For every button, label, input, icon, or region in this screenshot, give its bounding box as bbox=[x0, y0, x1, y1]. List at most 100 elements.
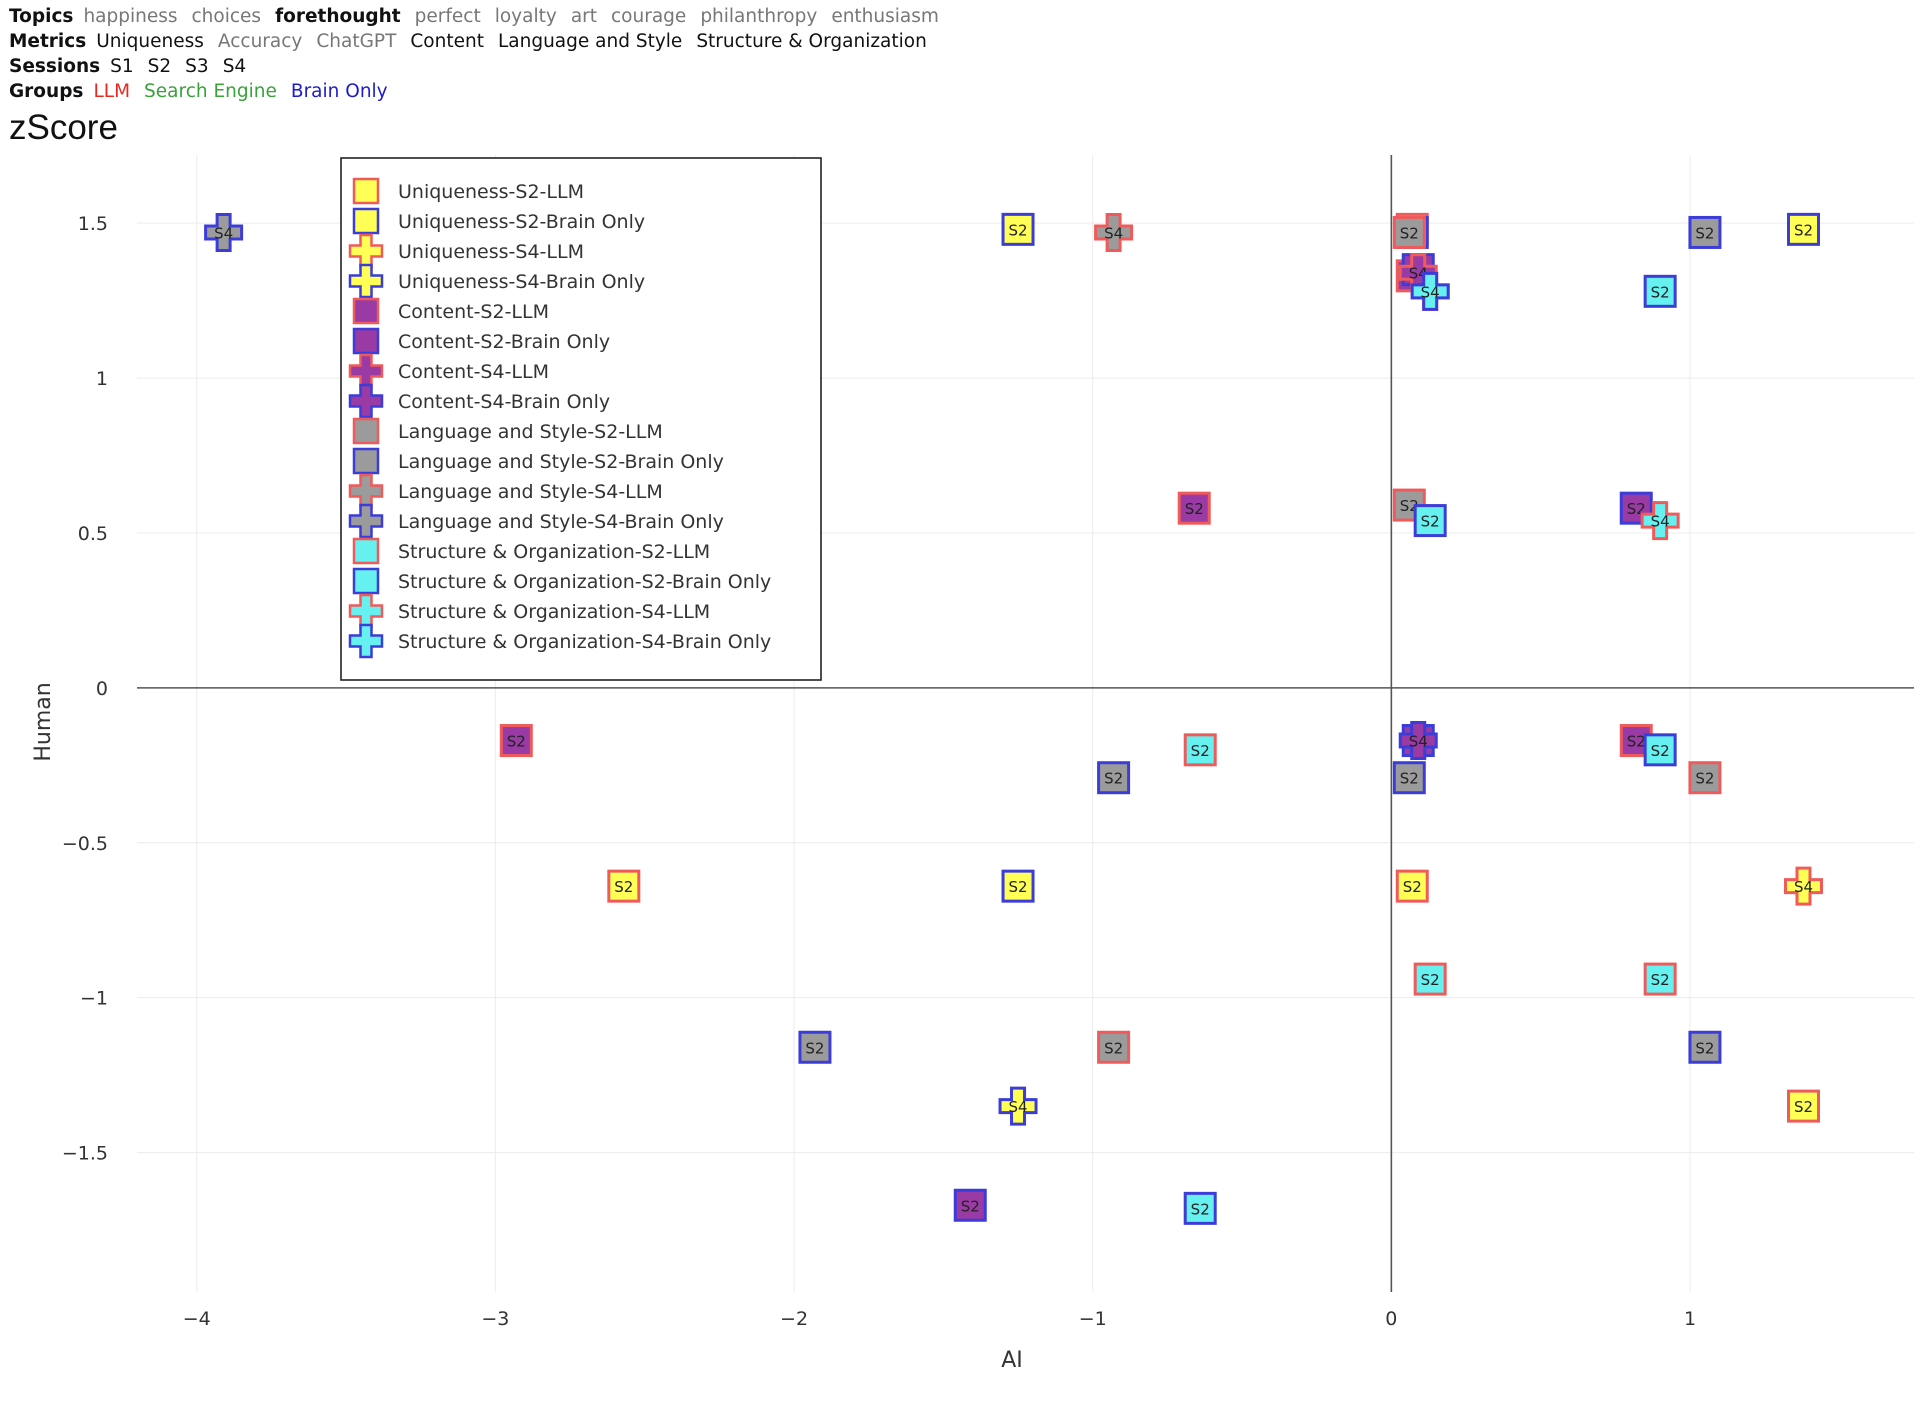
point-label: S2 bbox=[805, 1039, 824, 1057]
point-language-and-style-s2-brain-only-3[interactable] bbox=[1688, 215, 1722, 249]
legend: Uniqueness-S2-LLM Uniqueness-S2-Brain Onl… bbox=[340, 157, 822, 681]
filter-topics-perfect[interactable]: perfect bbox=[414, 6, 481, 27]
point-label: S4 bbox=[1104, 224, 1123, 242]
filter-metrics-accuracy[interactable]: Accuracy bbox=[217, 31, 303, 52]
filter-topics-forethought[interactable]: forethought bbox=[275, 6, 401, 27]
x-tick-label: −4 bbox=[183, 1308, 211, 1330]
point-label: S4 bbox=[1008, 1098, 1027, 1116]
point-label: S2 bbox=[1008, 878, 1027, 896]
filter-metrics-chatgpt[interactable]: ChatGPT bbox=[316, 31, 397, 52]
filter-topics-choices[interactable]: choices bbox=[191, 6, 262, 27]
legend-item[interactable]: Content-S2-LLM bbox=[352, 297, 549, 325]
legend-label: Structure & Organization-S4-Brain Only bbox=[398, 631, 771, 653]
filter-sessions-s1[interactable]: S1 bbox=[110, 56, 134, 77]
point-structure-organization-s2-brain-only-2[interactable] bbox=[1413, 504, 1447, 538]
point-label: S2 bbox=[1421, 513, 1440, 531]
filter-topics-enthusiasm[interactable]: enthusiasm bbox=[831, 6, 939, 27]
legend-label: Content-S4-Brain Only bbox=[398, 391, 610, 413]
filter-groups-search-engine[interactable]: Search Engine bbox=[144, 81, 277, 102]
legend-item[interactable]: Uniqueness-S2-LLM bbox=[352, 177, 584, 205]
point-content-s2-brain-only-0[interactable] bbox=[953, 1188, 987, 1222]
point-uniqueness-s4-llm-0[interactable] bbox=[1783, 866, 1823, 906]
legend-item[interactable]: Content-S4-Brain Only bbox=[348, 383, 610, 419]
filter-metrics-uniqueness[interactable]: Uniqueness bbox=[96, 31, 204, 52]
legend-marker-square bbox=[352, 207, 380, 235]
legend-item[interactable]: Language and Style-S2-Brain Only bbox=[352, 447, 724, 475]
filter-metrics-structure-organization[interactable]: Structure & Organization bbox=[696, 31, 927, 52]
legend-item[interactable]: Uniqueness-S4-Brain Only bbox=[348, 263, 645, 299]
point-label: S2 bbox=[1627, 733, 1646, 751]
legend-marker-square bbox=[352, 417, 380, 445]
filter-topics-philanthropy[interactable]: philanthropy bbox=[700, 6, 818, 27]
filter-sessions-s3[interactable]: S3 bbox=[185, 56, 209, 77]
filter-topics-loyalty[interactable]: loyalty bbox=[494, 6, 557, 27]
legend-label: Uniqueness-S4-Brain Only bbox=[398, 271, 645, 293]
point-label: S2 bbox=[1695, 1039, 1714, 1057]
point-label: S2 bbox=[1400, 770, 1419, 788]
legend-item[interactable]: Structure & Organization-S2-Brain Only bbox=[352, 567, 771, 595]
point-language-and-style-s2-brain-only-0[interactable] bbox=[798, 1030, 832, 1064]
point-language-and-style-s2-llm-3[interactable] bbox=[1392, 215, 1426, 249]
legend-item[interactable]: Language and Style-S4-Brain Only bbox=[348, 503, 724, 539]
point-language-and-style-s4-brain-only-0[interactable] bbox=[204, 212, 244, 252]
legend-marker-square bbox=[352, 177, 380, 205]
filter-metrics-language-and-style[interactable]: Language and Style bbox=[497, 31, 683, 52]
legend-item[interactable]: Uniqueness-S2-Brain Only bbox=[352, 207, 645, 235]
legend-marker-cross bbox=[348, 503, 384, 539]
point-content-s4-brain-only-0[interactable] bbox=[1398, 721, 1438, 761]
filter-topics-art[interactable]: art bbox=[570, 6, 598, 27]
point-language-and-style-s2-llm-1[interactable] bbox=[1688, 761, 1722, 795]
point-uniqueness-s2-llm-0[interactable] bbox=[607, 869, 641, 903]
point-uniqueness-s2-brain-only-1[interactable] bbox=[1001, 869, 1035, 903]
point-uniqueness-s4-brain-only-0[interactable] bbox=[998, 1086, 1038, 1126]
point-uniqueness-s2-llm-1[interactable] bbox=[1395, 869, 1429, 903]
filter-metrics-content[interactable]: Content bbox=[410, 31, 484, 52]
point-content-s2-llm-1[interactable] bbox=[1177, 491, 1211, 525]
point-language-and-style-s2-llm-0[interactable] bbox=[1097, 1030, 1131, 1064]
legend-box bbox=[340, 157, 822, 681]
filter-row-groups: Groups LLM Search Engine Brain Only bbox=[9, 79, 953, 104]
point-structure-organization-s2-llm-2[interactable] bbox=[1643, 962, 1677, 996]
point-structure-organization-s2-brain-only-3[interactable] bbox=[1643, 733, 1677, 767]
legend-marker-square bbox=[352, 297, 380, 325]
filter-panel: Topics happiness choices forethought perfect… bbox=[9, 4, 953, 104]
point-content-s2-llm-0[interactable] bbox=[499, 724, 533, 758]
legend-marker-square bbox=[352, 537, 380, 565]
point-structure-organization-s2-brain-only-0[interactable] bbox=[1183, 1191, 1217, 1225]
legend-label: Structure & Organization-S2-Brain Only bbox=[398, 571, 771, 593]
point-structure-organization-s4-llm-0[interactable] bbox=[1640, 501, 1680, 541]
point-language-and-style-s2-brain-only-1[interactable] bbox=[1097, 761, 1131, 795]
point-uniqueness-s2-llm-2[interactable] bbox=[1786, 1089, 1820, 1123]
point-structure-organization-s2-llm-0[interactable] bbox=[1183, 733, 1217, 767]
legend-label: Language and Style-S2-LLM bbox=[398, 421, 663, 443]
point-uniqueness-s2-brain-only-2[interactable] bbox=[1786, 212, 1820, 246]
filter-groups-llm[interactable]: LLM bbox=[93, 81, 131, 102]
point-structure-organization-s4-brain-only-0[interactable] bbox=[1410, 271, 1450, 311]
legend-item[interactable]: Content-S2-Brain Only bbox=[352, 327, 610, 355]
point-language-and-style-s2-brain-only-2[interactable] bbox=[1688, 1030, 1722, 1064]
y-tick-label: −1 bbox=[80, 988, 108, 1010]
point-label: S2 bbox=[1008, 221, 1027, 239]
legend-item[interactable]: Structure & Organization-S4-Brain Only bbox=[348, 623, 771, 659]
legend-item[interactable]: Structure & Organization-S2-LLM bbox=[352, 537, 710, 565]
legend-marker-cross bbox=[348, 383, 384, 419]
point-structure-organization-s2-llm-1[interactable] bbox=[1413, 962, 1447, 996]
point-language-and-style-s2-brain-only-4[interactable] bbox=[1392, 761, 1426, 795]
filter-sessions-s4[interactable]: S4 bbox=[222, 56, 247, 77]
filter-label-groups: Groups bbox=[9, 81, 84, 102]
legend-marker-cross bbox=[348, 623, 384, 659]
legend-item[interactable]: Language and Style-S2-LLM bbox=[352, 417, 663, 445]
point-label: S2 bbox=[1421, 971, 1440, 989]
y-tick-label: 0.5 bbox=[78, 523, 108, 545]
filter-groups-brain-only[interactable]: Brain Only bbox=[290, 81, 388, 102]
point-language-and-style-s4-llm-0[interactable] bbox=[1094, 212, 1134, 252]
point-label: S4 bbox=[1421, 283, 1440, 301]
point-label: S2 bbox=[1695, 770, 1714, 788]
filter-topics-courage[interactable]: courage bbox=[611, 6, 687, 27]
point-uniqueness-s2-brain-only-0[interactable] bbox=[1001, 212, 1035, 246]
filter-topics-happiness[interactable]: happiness bbox=[83, 6, 178, 27]
point-structure-organization-s2-brain-only-1[interactable] bbox=[1643, 274, 1677, 308]
filter-sessions-s2[interactable]: S2 bbox=[147, 56, 172, 77]
legend-marker-square bbox=[352, 447, 380, 475]
